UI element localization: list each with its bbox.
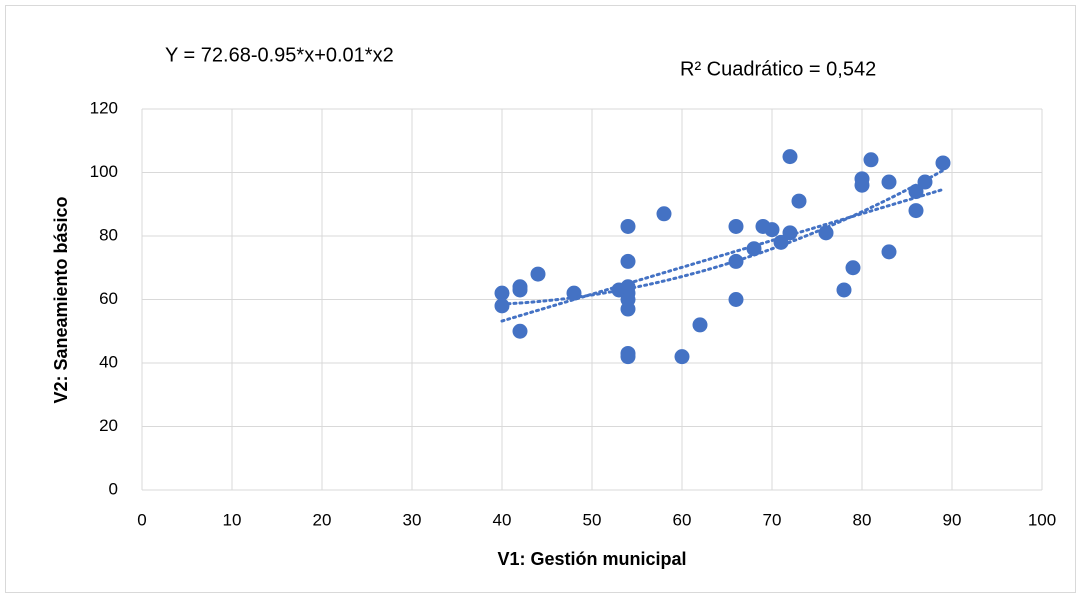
- point: [764, 222, 780, 238]
- y-tick-label: 40: [99, 352, 118, 371]
- point: [854, 177, 870, 193]
- point: [791, 193, 807, 209]
- point: [863, 152, 879, 168]
- y-tick-label: 80: [99, 225, 118, 244]
- point: [836, 282, 852, 298]
- point: [881, 174, 897, 190]
- point: [818, 225, 834, 241]
- x-tick-label: 0: [137, 510, 146, 529]
- point: [620, 253, 636, 269]
- point: [656, 206, 672, 222]
- x-tick-label: 80: [853, 510, 872, 529]
- point: [494, 285, 510, 301]
- point: [494, 298, 510, 314]
- point: [620, 218, 636, 234]
- x-tick-label: 40: [493, 510, 512, 529]
- x-axis-title: V1: Gestión municipal: [497, 549, 686, 569]
- point: [917, 174, 933, 190]
- point: [746, 241, 762, 257]
- point: [674, 349, 690, 365]
- point: [620, 349, 636, 365]
- point: [512, 282, 528, 298]
- x-tick-label: 30: [403, 510, 422, 529]
- point: [782, 149, 798, 165]
- x-tick-label: 50: [583, 510, 602, 529]
- point: [935, 155, 951, 171]
- y-tick-label: 0: [109, 479, 118, 498]
- x-tick-label: 60: [673, 510, 692, 529]
- point: [728, 218, 744, 234]
- point: [566, 285, 582, 301]
- y-tick-label: 100: [90, 162, 118, 181]
- y-tick-label: 120: [90, 98, 118, 117]
- x-tick-label: 100: [1028, 510, 1056, 529]
- x-tick-label: 70: [763, 510, 782, 529]
- point: [530, 266, 546, 282]
- point: [620, 301, 636, 317]
- x-tick-label: 90: [943, 510, 962, 529]
- point: [692, 317, 708, 333]
- point: [881, 244, 897, 260]
- point: [773, 234, 789, 250]
- point: [728, 253, 744, 269]
- point: [908, 184, 924, 200]
- point: [512, 323, 528, 339]
- equation: Y = 72.68-0.95*x+0.01*x2: [165, 44, 394, 66]
- r-squared: R² Cuadrático = 0,542: [680, 58, 876, 80]
- y-tick-label: 20: [99, 416, 118, 435]
- x-tick-label: 20: [313, 510, 332, 529]
- y-axis-title: V2: Saneamiento básico: [51, 196, 71, 403]
- point: [845, 260, 861, 276]
- point: [908, 203, 924, 219]
- point: [728, 292, 744, 307]
- y-tick-label: 60: [99, 289, 118, 308]
- x-tick-label: 10: [223, 510, 242, 529]
- point: [782, 225, 798, 241]
